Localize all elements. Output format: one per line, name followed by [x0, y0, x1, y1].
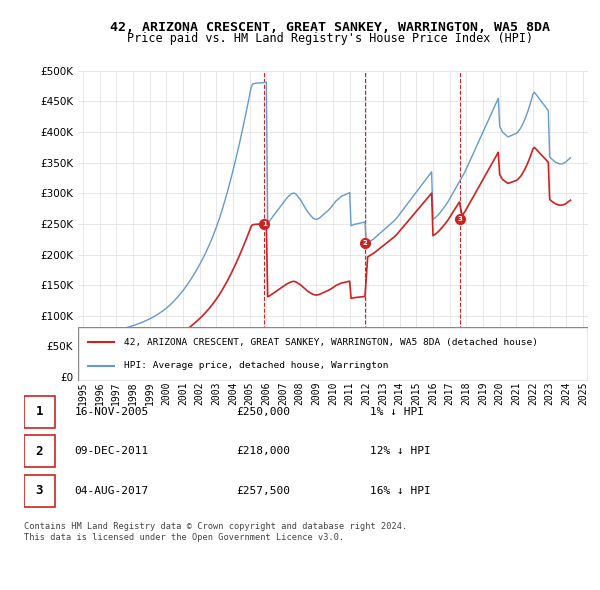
- FancyBboxPatch shape: [24, 435, 55, 467]
- Text: 1: 1: [262, 221, 267, 227]
- Text: 3: 3: [457, 217, 462, 222]
- Text: 1: 1: [35, 405, 43, 418]
- Text: 16-NOV-2005: 16-NOV-2005: [74, 407, 148, 417]
- FancyBboxPatch shape: [24, 396, 55, 428]
- Text: 1% ↓ HPI: 1% ↓ HPI: [370, 407, 424, 417]
- Text: HPI: Average price, detached house, Warrington: HPI: Average price, detached house, Warr…: [124, 361, 388, 370]
- Text: 16% ↓ HPI: 16% ↓ HPI: [370, 486, 431, 496]
- Text: 09-DEC-2011: 09-DEC-2011: [74, 447, 148, 456]
- Text: Contains HM Land Registry data © Crown copyright and database right 2024.
This d: Contains HM Land Registry data © Crown c…: [24, 522, 407, 542]
- Text: 42, ARIZONA CRESCENT, GREAT SANKEY, WARRINGTON, WA5 8DA: 42, ARIZONA CRESCENT, GREAT SANKEY, WARR…: [110, 21, 550, 34]
- Text: 12% ↓ HPI: 12% ↓ HPI: [370, 447, 431, 456]
- Text: Price paid vs. HM Land Registry's House Price Index (HPI): Price paid vs. HM Land Registry's House …: [127, 32, 533, 45]
- Text: 42, ARIZONA CRESCENT, GREAT SANKEY, WARRINGTON, WA5 8DA (detached house): 42, ARIZONA CRESCENT, GREAT SANKEY, WARR…: [124, 338, 538, 347]
- FancyBboxPatch shape: [24, 475, 55, 507]
- Text: 2: 2: [363, 241, 368, 247]
- Text: 04-AUG-2017: 04-AUG-2017: [74, 486, 148, 496]
- Text: £250,000: £250,000: [236, 407, 290, 417]
- Text: £218,000: £218,000: [236, 447, 290, 456]
- Text: 2: 2: [35, 445, 43, 458]
- Text: 3: 3: [35, 484, 43, 497]
- Text: £257,500: £257,500: [236, 486, 290, 496]
- FancyBboxPatch shape: [78, 327, 588, 381]
